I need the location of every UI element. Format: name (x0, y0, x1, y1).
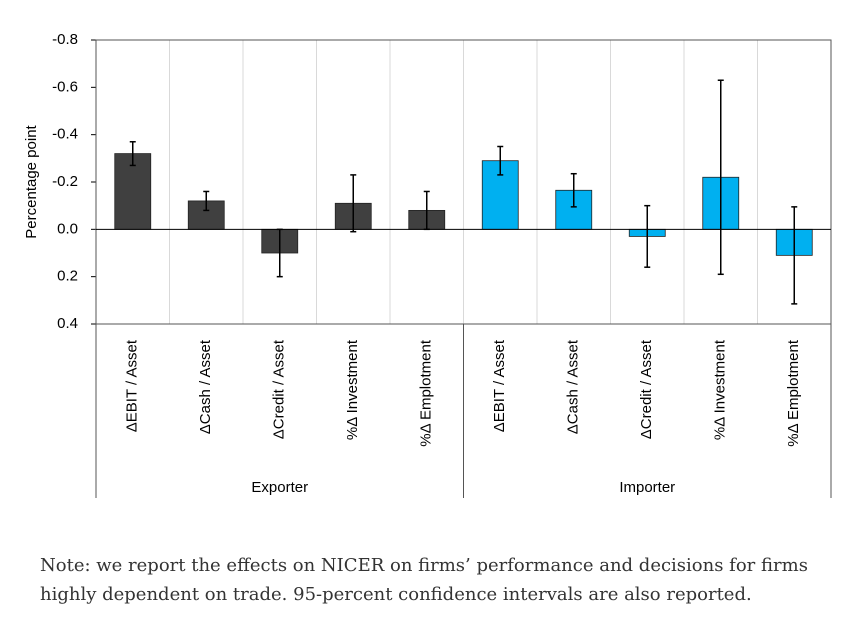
x-tick-label: ΔEBIT / Asset (124, 339, 141, 432)
note-line: Note: we report the effects on NICER on … (40, 555, 808, 576)
x-tick-label: %Δ Investment (344, 339, 361, 440)
y-tick-label: -0.4 (52, 126, 78, 143)
group-label: Importer (619, 479, 675, 496)
x-tick-label: %Δ Investment (712, 339, 729, 440)
y-axis-label: Percentage point (23, 124, 40, 238)
x-tick-label: %Δ Emplotment (418, 339, 435, 447)
x-tick-label: ΔCredit / Asset (638, 339, 655, 439)
y-tick-label: 0.4 (57, 315, 78, 332)
y-tick-label: 0.0 (57, 220, 78, 237)
x-tick-label: ΔCash / Asset (565, 339, 582, 434)
x-tick-label: %Δ Emplotment (785, 339, 802, 447)
x-tick-label: ΔCash / Asset (197, 339, 214, 434)
group-label: Exporter (251, 479, 308, 496)
note-line: highly dependent on trade. 95-percent co… (40, 584, 752, 605)
y-tick-label: -0.2 (52, 173, 78, 190)
y-tick-label: -0.8 (52, 31, 78, 48)
y-tick-label: -0.6 (52, 78, 78, 95)
y-tick-label: 0.2 (57, 268, 78, 285)
x-tick-label: ΔCredit / Asset (271, 339, 288, 439)
x-tick-label: ΔEBIT / Asset (491, 339, 508, 432)
